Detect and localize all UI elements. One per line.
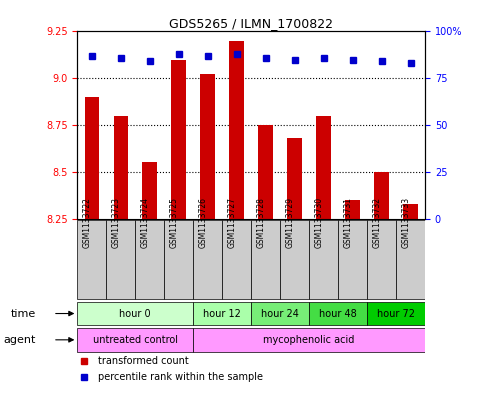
- Bar: [164, 220, 193, 299]
- Bar: [403, 204, 418, 219]
- Text: hour 72: hour 72: [377, 309, 415, 318]
- Bar: [345, 200, 360, 219]
- Bar: [374, 172, 389, 219]
- Title: GDS5265 / ILMN_1700822: GDS5265 / ILMN_1700822: [169, 17, 333, 30]
- Bar: [287, 138, 302, 219]
- Text: GSM1133728: GSM1133728: [256, 197, 266, 248]
- Text: hour 0: hour 0: [119, 309, 151, 318]
- Text: GSM1133730: GSM1133730: [314, 197, 324, 248]
- Text: GSM1133729: GSM1133729: [285, 197, 295, 248]
- Bar: [367, 220, 396, 299]
- Bar: [77, 302, 193, 325]
- Bar: [193, 328, 425, 352]
- Text: GSM1133733: GSM1133733: [401, 197, 411, 248]
- Bar: [106, 220, 135, 299]
- Text: GSM1133727: GSM1133727: [227, 197, 237, 248]
- Text: GSM1133723: GSM1133723: [112, 197, 121, 248]
- Bar: [114, 116, 128, 219]
- Bar: [258, 125, 273, 219]
- Bar: [222, 220, 251, 299]
- Text: transformed count: transformed count: [98, 356, 189, 366]
- Bar: [316, 116, 331, 219]
- Text: time: time: [10, 309, 36, 318]
- Bar: [396, 220, 425, 299]
- Text: untreated control: untreated control: [93, 335, 178, 345]
- Bar: [200, 74, 215, 219]
- Text: hour 48: hour 48: [319, 309, 357, 318]
- Text: hour 24: hour 24: [261, 309, 299, 318]
- Bar: [251, 302, 309, 325]
- Bar: [142, 162, 157, 219]
- Text: GSM1133724: GSM1133724: [141, 197, 150, 248]
- Text: percentile rank within the sample: percentile rank within the sample: [98, 372, 263, 382]
- Bar: [229, 41, 244, 219]
- Text: GSM1133731: GSM1133731: [343, 197, 353, 248]
- Text: GSM1133722: GSM1133722: [83, 197, 92, 248]
- Bar: [193, 220, 222, 299]
- Bar: [280, 220, 309, 299]
- Bar: [309, 302, 367, 325]
- Bar: [85, 97, 99, 219]
- Bar: [193, 302, 251, 325]
- Bar: [77, 328, 193, 352]
- Text: GSM1133726: GSM1133726: [199, 197, 208, 248]
- Bar: [309, 220, 338, 299]
- Bar: [77, 220, 106, 299]
- Text: hour 12: hour 12: [203, 309, 241, 318]
- Text: mycophenolic acid: mycophenolic acid: [263, 335, 355, 345]
- Bar: [171, 59, 186, 219]
- Text: agent: agent: [3, 335, 36, 345]
- Bar: [135, 220, 164, 299]
- Bar: [251, 220, 280, 299]
- Bar: [367, 302, 425, 325]
- Text: GSM1133732: GSM1133732: [372, 197, 382, 248]
- Text: GSM1133725: GSM1133725: [170, 197, 179, 248]
- Bar: [338, 220, 367, 299]
